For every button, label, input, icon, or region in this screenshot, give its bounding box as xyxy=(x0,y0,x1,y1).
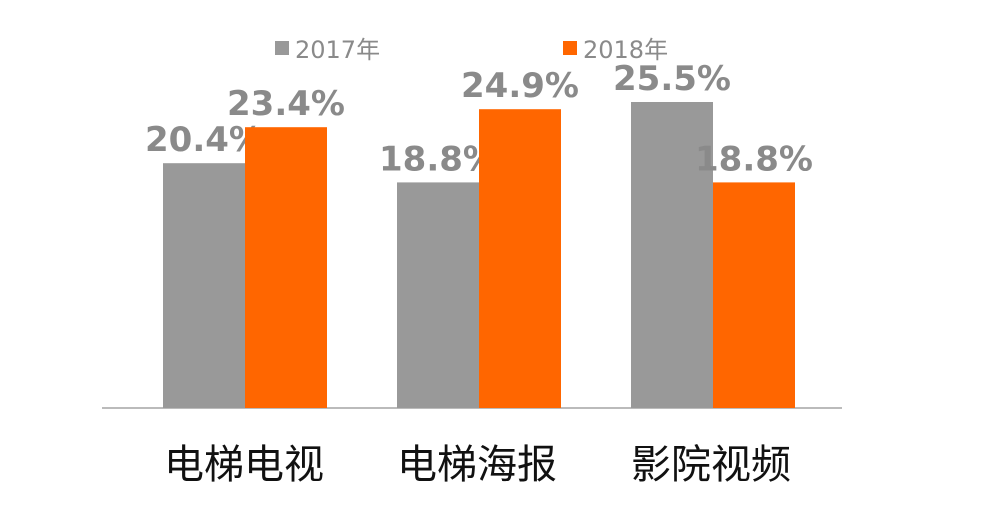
legend-label-2018: 2018年 xyxy=(583,36,669,64)
data-label: 18.8% xyxy=(695,139,813,179)
legend: 2017年 2018年 xyxy=(0,30,984,70)
data-label: 20.4% xyxy=(145,120,263,160)
bar-2017-2 xyxy=(631,102,713,408)
category-label: 电梯海报 xyxy=(397,442,557,488)
bar-2018-1 xyxy=(479,109,561,408)
data-label: 23.4% xyxy=(227,84,345,124)
bar-2018-0 xyxy=(245,127,327,408)
legend-label-2017: 2017年 xyxy=(295,36,381,64)
legend-item-2018: 2018年 xyxy=(563,30,668,65)
category-label: 影院视频 xyxy=(631,442,791,488)
legend-swatch-2017 xyxy=(275,40,289,55)
bar-2017-1 xyxy=(397,182,479,408)
legend-item-2017: 2017年 xyxy=(275,30,380,65)
bar-2018-2 xyxy=(713,182,795,408)
data-label: 25.5% xyxy=(613,59,731,99)
data-label: 18.8% xyxy=(379,139,497,179)
data-label: 24.9% xyxy=(461,66,579,106)
legend-swatch-2018 xyxy=(563,40,577,55)
category-label: 电梯电视 xyxy=(164,442,324,488)
bar-2017-0 xyxy=(163,163,245,408)
